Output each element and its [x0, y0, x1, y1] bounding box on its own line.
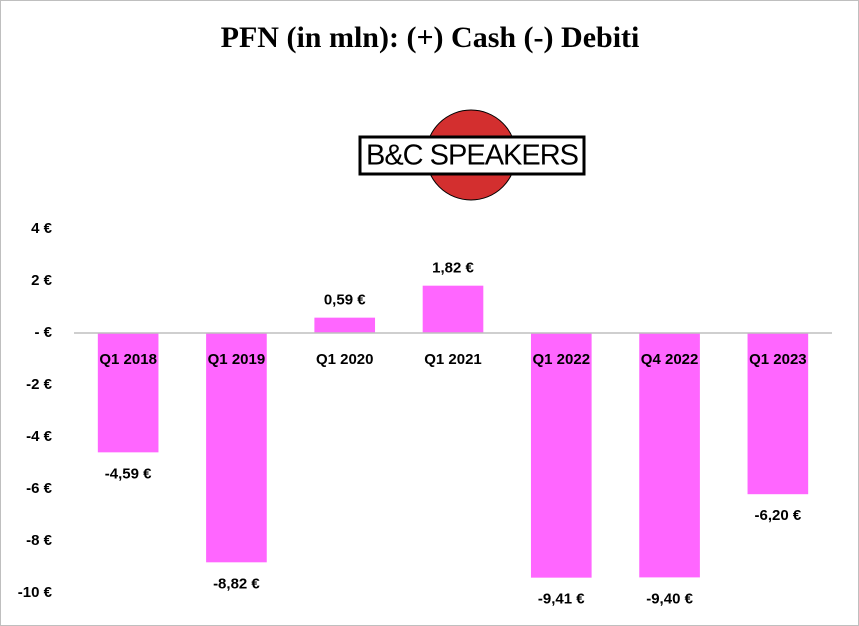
x-tick-label: Q1 2019 — [208, 351, 266, 368]
x-tick-label: Q1 2021 — [424, 351, 482, 368]
value-label: -8,82 € — [213, 575, 260, 592]
logo-text: B&C SPEAKERS — [366, 140, 579, 172]
logo-box — [358, 135, 586, 176]
y-tick-label: - € — [34, 324, 52, 341]
bar — [97, 333, 159, 453]
bar — [206, 333, 267, 563]
y-tick-label: 2 € — [31, 272, 53, 289]
y-tick-label: -4 € — [26, 428, 53, 445]
bar — [639, 333, 700, 578]
value-label: -6,20 € — [755, 507, 802, 524]
chart-title: PFN (in mln): (+) Cash (-) Debiti — [221, 21, 640, 54]
value-label: -9,41 € — [538, 591, 585, 608]
value-label: -9,40 € — [646, 590, 693, 607]
y-tick-label: -10 € — [18, 584, 53, 601]
bar — [530, 333, 592, 578]
bar — [314, 317, 376, 333]
x-tick-label: Q1 2023 — [749, 351, 807, 368]
x-tick-label: Q1 2022 — [533, 351, 591, 368]
value-label: 0,59 € — [324, 292, 366, 309]
y-tick-label: 4 € — [31, 220, 53, 237]
x-tick-label: Q4 2022 — [641, 351, 699, 368]
y-tick-label: -2 € — [26, 376, 53, 393]
value-label: -4,59 € — [105, 465, 152, 482]
x-tick-label: Q1 2020 — [316, 351, 374, 368]
x-tick-label: Q1 2018 — [99, 351, 157, 368]
bar — [422, 285, 484, 333]
y-tick-label: -8 € — [26, 532, 53, 549]
value-label: 1,82 € — [432, 260, 474, 277]
y-tick-label: -6 € — [26, 480, 53, 497]
bar — [747, 333, 809, 495]
